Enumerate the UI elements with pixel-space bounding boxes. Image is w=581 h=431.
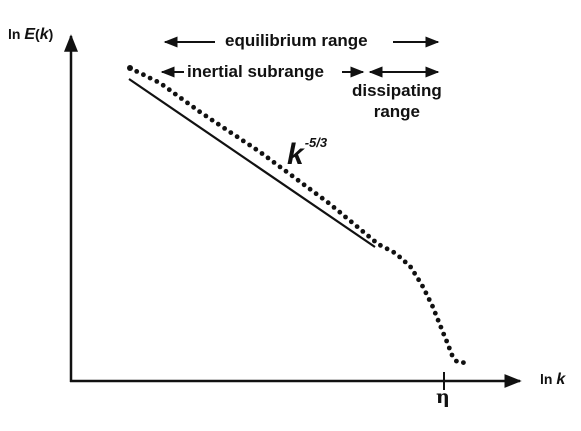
spectrum-dot: [172, 91, 178, 97]
spectrum-dot: [426, 297, 432, 302]
spectrum-dots: [127, 65, 466, 365]
spectrum-dot: [277, 164, 283, 170]
spectrum-dot: [265, 155, 271, 161]
spectrum-dot: [228, 130, 234, 136]
spectrum-dot: [449, 352, 455, 358]
spectrum-dot: [331, 205, 337, 210]
spectrum-dot: [438, 324, 444, 330]
spectrum-dot: [209, 117, 215, 123]
spectrum-dot: [444, 338, 449, 344]
spectrum-dot: [366, 233, 371, 239]
spectrum-dot: [360, 229, 366, 234]
spectrum-dot: [160, 82, 166, 88]
spectrum-dot: [247, 142, 253, 148]
spectrum-dot: [416, 277, 421, 283]
slope-label: k-5/3: [287, 135, 328, 172]
spectrum-dot: [397, 254, 402, 260]
x-axis-label: ln k: [540, 371, 566, 388]
spectrum-dot: [240, 138, 246, 144]
slope-base: k: [287, 138, 304, 171]
spectrum-dot: [283, 168, 289, 174]
spectrum-dot: [454, 358, 459, 364]
spectrum-dot: [432, 310, 438, 316]
spectrum-dot: [430, 303, 435, 309]
spectrum-dot: [253, 146, 259, 152]
dissipating-range-label: dissipating range: [352, 80, 442, 122]
spectrum-dot: [289, 173, 295, 179]
spectrum-dot: [185, 100, 190, 106]
spectrum-dot: [215, 121, 221, 127]
dissipating-label-line1: dissipating: [352, 81, 442, 100]
spectrum-dot: [259, 151, 265, 156]
spectrum-dot: [372, 238, 377, 244]
spectrum-dot: [271, 160, 277, 165]
spectrum-dot: [343, 214, 348, 220]
spectrum-dot: [295, 177, 301, 183]
spectrum-dot: [348, 219, 354, 225]
spectrum-dot: [461, 360, 466, 365]
spectrum-dot: [435, 317, 441, 323]
spectrum-dot: [420, 283, 425, 289]
spectrum-dot: [222, 125, 228, 131]
spectrum-dot: [337, 209, 343, 215]
eta-label: η: [436, 386, 450, 408]
spectrum-dot: [234, 134, 240, 140]
spectrum-dot: [141, 72, 146, 78]
spectrum-dot: [307, 186, 313, 192]
inertial-subrange-label: inertial subrange: [187, 62, 324, 81]
spectrum-dot: [166, 87, 172, 93]
spectrum-dot: [134, 69, 140, 74]
y-axis-label: ln E(k): [8, 26, 54, 43]
spectrum-dot: [319, 195, 325, 201]
spectrum-dot: [378, 242, 383, 248]
spectrum-dot: [446, 345, 452, 351]
spectrum-dot: [391, 249, 397, 255]
slope-exponent: -5/3: [304, 135, 328, 150]
spectrum-dot: [197, 109, 203, 115]
dissipating-label-line2: range: [373, 102, 421, 121]
spectrum-dot: [179, 96, 184, 101]
spectrum-dot: [412, 270, 417, 276]
spectrum-dot: [191, 104, 197, 110]
spectrum-dot: [313, 191, 319, 197]
kolmogorov-fit-line: [128, 78, 376, 248]
spectrum-dot: [325, 200, 331, 206]
spectrum-dot: [384, 246, 390, 252]
equilibrium-range-label: equilibrium range: [225, 31, 368, 50]
spectrum-dot: [147, 75, 153, 81]
spectrum-dot: [354, 224, 360, 230]
spectrum-dot: [127, 65, 133, 71]
spectrum-dot: [423, 290, 429, 296]
spectrum-dot: [203, 113, 209, 119]
spectrum-dot: [402, 259, 408, 265]
spectrum-dot: [408, 264, 413, 270]
spectrum-dot: [441, 331, 447, 337]
spectrum-dot: [154, 79, 160, 84]
spectrum-dot: [301, 182, 307, 188]
